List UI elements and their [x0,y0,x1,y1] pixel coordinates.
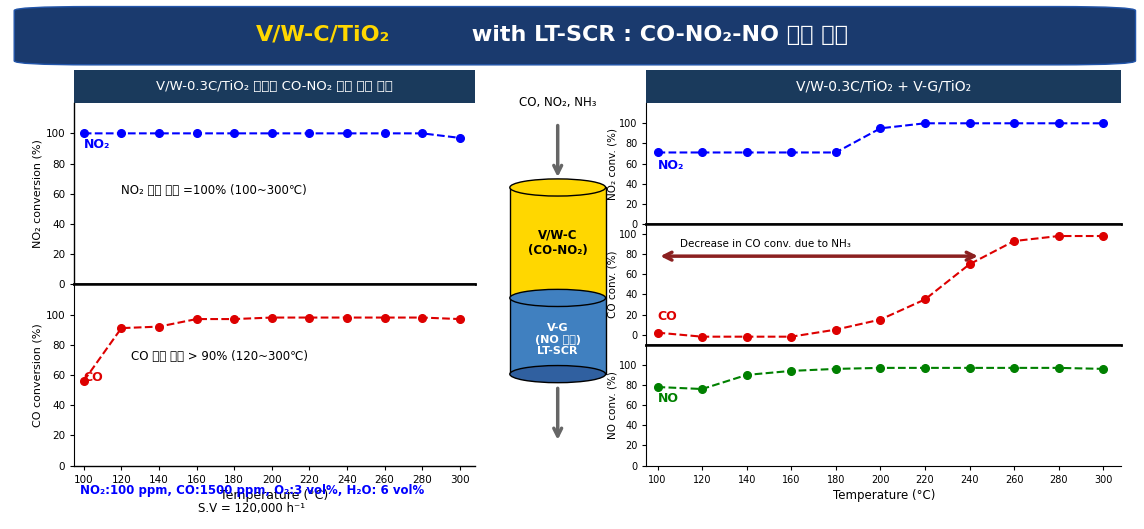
Polygon shape [510,187,605,298]
Text: CO: CO [84,371,103,384]
Text: V/W-C
(CO-NO₂): V/W-C (CO-NO₂) [527,229,588,257]
Ellipse shape [510,179,605,196]
Ellipse shape [510,289,605,306]
Text: NO: NO [658,392,678,405]
Text: V-G
(NO 저감)
LT-SCR: V-G (NO 저감) LT-SCR [534,323,581,357]
Text: NO₂: NO₂ [658,159,684,171]
Text: NO₂: NO₂ [84,139,110,151]
Y-axis label: CO conv. (%): CO conv. (%) [607,251,618,318]
X-axis label: Temperature (°C): Temperature (°C) [221,489,328,501]
Polygon shape [510,298,605,374]
Text: V/W-0.3C/TiO₂ 촉매의 CO-NO₂ 동시 저감 특성: V/W-0.3C/TiO₂ 촉매의 CO-NO₂ 동시 저감 특성 [156,80,394,93]
Y-axis label: NO₂ conversion (%): NO₂ conversion (%) [33,139,43,248]
Text: NO₂:100 ppm, CO:1500 ppm, O₂:3 vol%, H₂O: 6 vol%: NO₂:100 ppm, CO:1500 ppm, O₂:3 vol%, H₂O… [80,485,423,497]
Text: S.V = 120,000 h⁻¹: S.V = 120,000 h⁻¹ [198,503,305,515]
Text: with LT-SCR : CO-NO₂-NO 동시 저감: with LT-SCR : CO-NO₂-NO 동시 저감 [463,25,848,45]
Text: V/W-0.3C/TiO₂ + V-G/TiO₂: V/W-0.3C/TiO₂ + V-G/TiO₂ [796,80,971,94]
Text: CO 저감 효율 > 90% (120~300℃): CO 저감 효율 > 90% (120~300℃) [130,350,308,363]
Y-axis label: NO₂ conv. (%): NO₂ conv. (%) [607,127,618,199]
Text: Decrease in CO conv. due to NH₃: Decrease in CO conv. due to NH₃ [680,239,851,249]
Text: CO, NO₂, NH₃: CO, NO₂, NH₃ [519,96,596,109]
FancyBboxPatch shape [14,6,1136,65]
Ellipse shape [510,366,605,382]
Text: CO: CO [658,309,677,323]
Y-axis label: CO conversion (%): CO conversion (%) [33,323,43,427]
Text: NO₂ 저감 효율 =100% (100~300℃): NO₂ 저감 효율 =100% (100~300℃) [121,184,307,197]
Text: V/W-C/TiO₂: V/W-C/TiO₂ [256,25,390,45]
X-axis label: Temperature (°C): Temperature (°C) [833,489,935,501]
Y-axis label: NO conv. (%): NO conv. (%) [607,371,618,439]
